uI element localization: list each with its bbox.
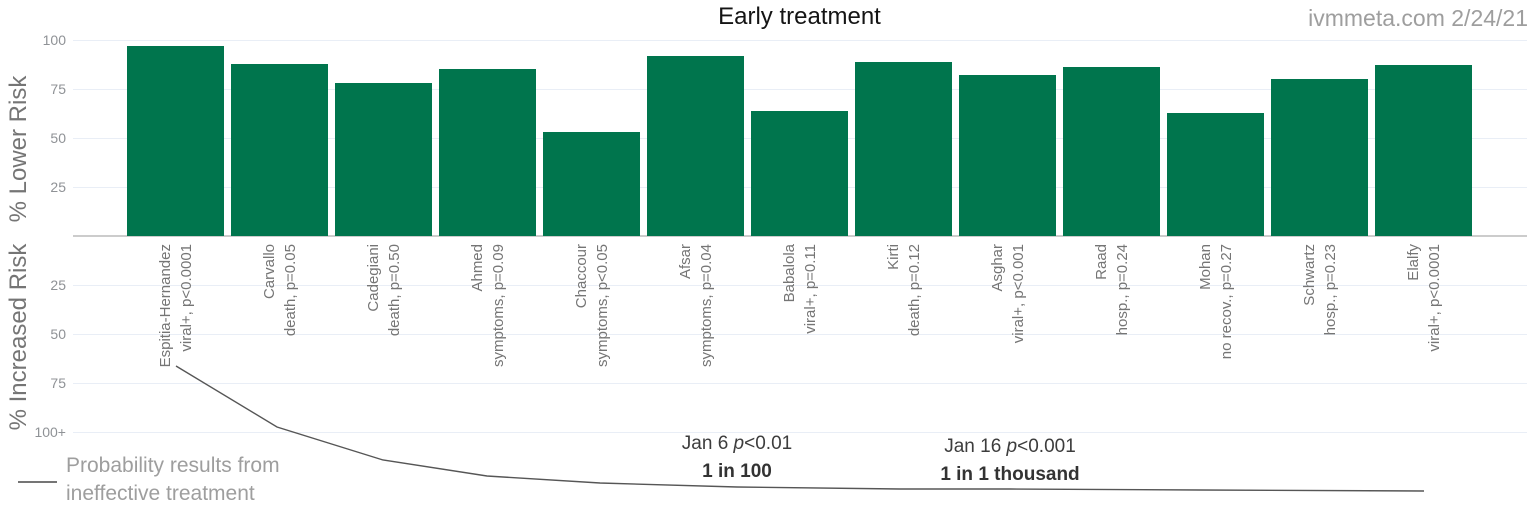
y-tick-upper-50: 50 [50,130,66,146]
y-tick-lower-75: 75 [50,375,66,391]
y-tick-lower-50: 50 [50,326,66,342]
gridline-upper-75 [73,89,1527,90]
annotation-jan6-pvalue: Jan 6 p<0.01 [681,433,793,454]
y-tick-upper-100: 100 [42,32,66,48]
chart-title: Early treatment [718,3,881,30]
y-tick-upper-25: 25 [50,179,66,195]
zero-baseline [73,235,1527,237]
annotation-jan16: Jan 16 p<0.001 1 in 1 thousand [900,433,1120,489]
legend-label-line1: Probability results from [66,454,280,477]
annotation-jan16-probability: 1 in 1 thousand [940,464,1080,485]
bar-asghar[interactable] [959,75,1056,236]
annotation-jan6: Jan 6 p<0.01 1 in 100 [627,430,847,486]
bar-mohan[interactable] [1167,113,1264,236]
legend-label: Probability results from ineffective tre… [66,452,280,508]
y-tick-lower-25: 25 [50,277,66,293]
bar-kirti[interactable] [855,62,952,236]
bar-afsar[interactable] [647,56,744,236]
bar-schwartz[interactable] [1271,79,1368,236]
bar-chaccour[interactable] [543,132,640,236]
bar-babalola[interactable] [751,111,848,236]
bar-elalfy[interactable] [1375,65,1472,236]
annotation-jan16-pvalue: Jan 16 p<0.001 [944,436,1076,457]
gridline-lower-25 [73,285,1527,286]
y-tick-upper-75: 75 [50,81,66,97]
gridline-lower-50 [73,334,1527,335]
bar-cadegiani[interactable] [335,83,432,236]
gridline-lower-100+ [73,432,1527,433]
annotation-jan6-probability: 1 in 100 [702,461,772,482]
bar-espitia-hernandez[interactable] [127,46,224,236]
gridline-lower-75 [73,383,1527,384]
gridline-upper-100 [73,40,1527,41]
legend-label-line2: ineffective treatment [66,482,255,505]
source-watermark: ivmmeta.com 2/24/21 [1308,5,1528,31]
bar-raad[interactable] [1063,67,1160,236]
y-tick-lower-100+: 100+ [34,424,66,440]
bar-ahmed[interactable] [439,69,536,236]
bar-carvallo[interactable] [231,64,328,236]
legend-curve-sample-line [18,481,57,483]
